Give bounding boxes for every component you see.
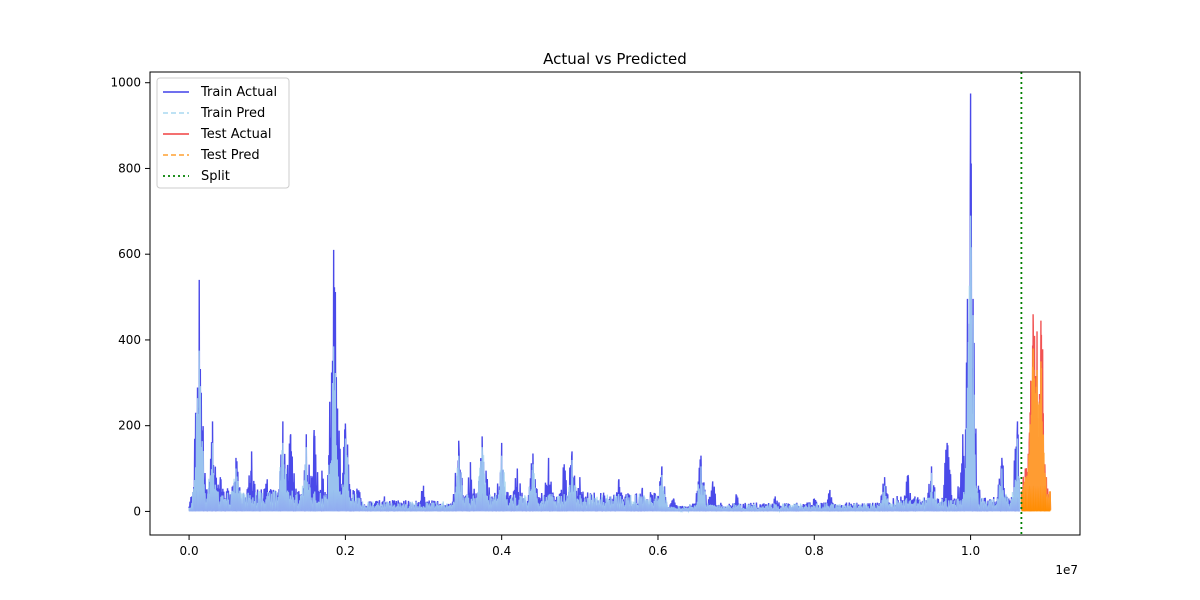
x-axis-multiplier: 1e7 (1055, 563, 1078, 577)
x-tick-label: 0.2 (336, 544, 355, 558)
axes: 0.0 0.2 0.4 0.6 0.8 1.0 0 200 400 600 800 1000 (110, 71, 1081, 558)
legend-box (156, 77, 290, 189)
y-tick-label: 600 (118, 247, 141, 261)
legend-label: Train Pred (200, 106, 265, 121)
x-tick-label: 1.0 (961, 544, 980, 558)
series-area-test (1021, 485, 1051, 512)
legend-label: Split (201, 169, 230, 184)
x-tick-label: 0.8 (805, 544, 824, 558)
plot-frame (149, 71, 1081, 536)
legend-label: Test Actual (200, 127, 271, 142)
chart-title: Actual vs Predicted (543, 50, 687, 68)
x-tick-label: 0.6 (648, 544, 667, 558)
y-tick-label: 0 (133, 504, 141, 518)
x-tick-label: 0.0 (180, 544, 199, 558)
y-tick-label: 200 (118, 419, 141, 433)
y-tick-label: 1000 (110, 76, 141, 90)
legend-label: Test Pred (200, 148, 260, 163)
y-tick-label: 800 (118, 161, 141, 175)
plot-content (188, 72, 1052, 535)
x-tick-label: 0.4 (492, 544, 511, 558)
series-area-train (189, 490, 1020, 512)
y-tick-label: 400 (118, 333, 141, 347)
plot-series (188, 93, 1052, 514)
legend-label: Train Actual (200, 85, 277, 100)
legend: Train Actual Train Pred Test Actual Test Pr… (156, 77, 290, 189)
